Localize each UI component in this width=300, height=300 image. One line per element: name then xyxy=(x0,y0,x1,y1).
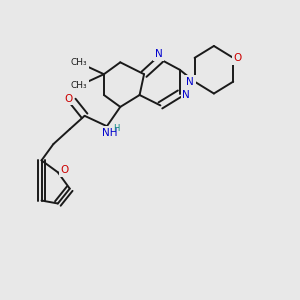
Text: N: N xyxy=(155,49,163,59)
Text: H: H xyxy=(112,124,119,133)
Text: CH₃: CH₃ xyxy=(70,81,87,90)
Text: O: O xyxy=(64,94,72,103)
Text: O: O xyxy=(60,165,68,175)
Text: NH: NH xyxy=(101,128,117,138)
Text: O: O xyxy=(234,53,242,63)
Text: CH₃: CH₃ xyxy=(70,58,87,68)
Text: N: N xyxy=(182,90,190,100)
Text: N: N xyxy=(186,76,194,87)
